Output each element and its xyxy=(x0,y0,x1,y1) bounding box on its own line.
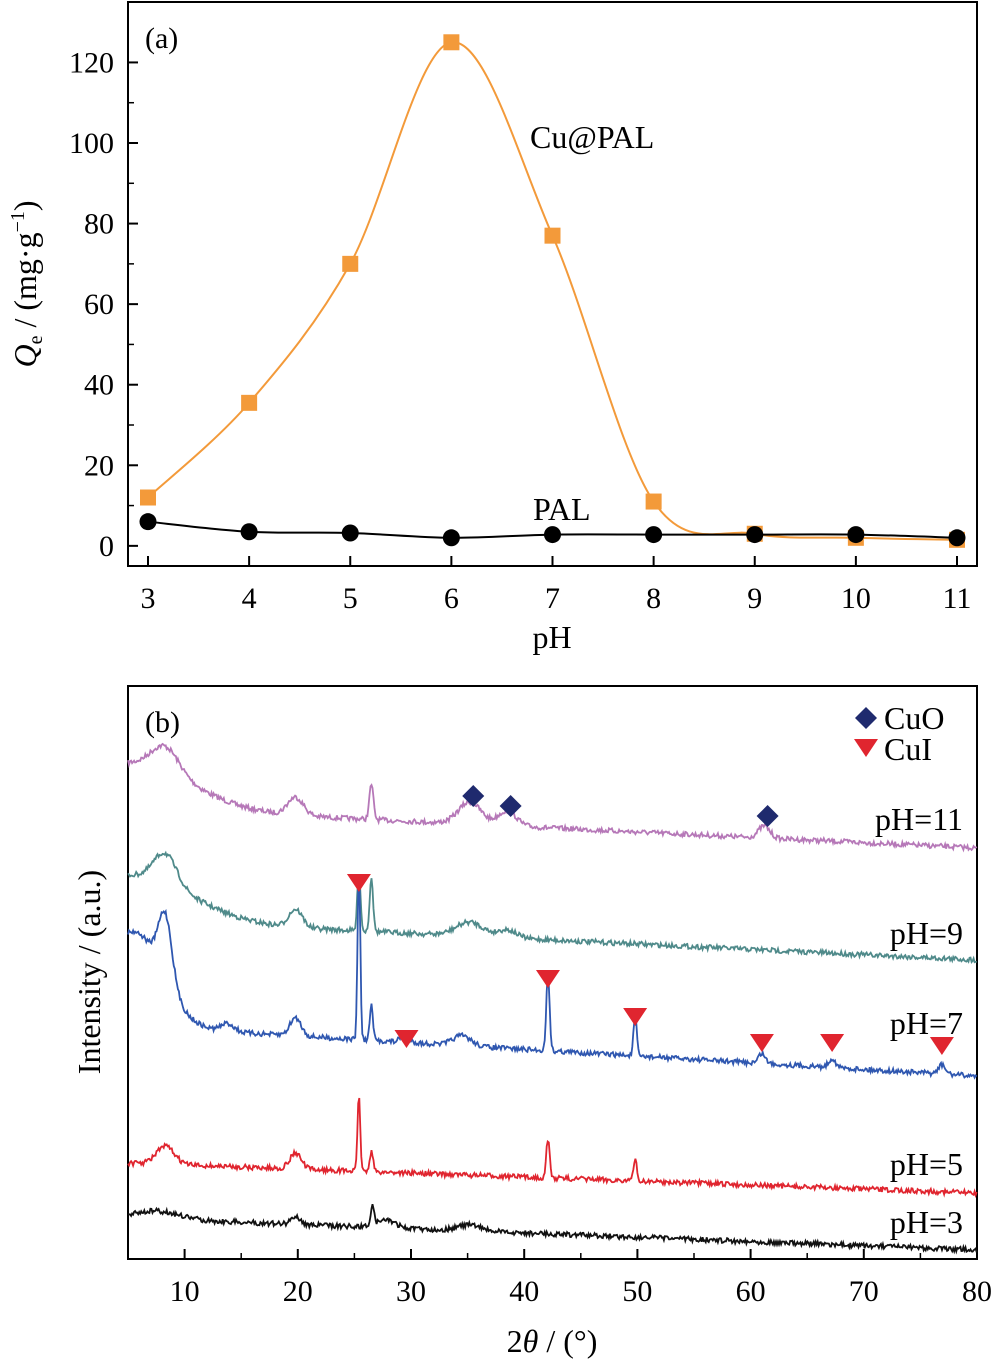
y-tick-label: 20 xyxy=(84,449,114,482)
data-point-pal xyxy=(341,524,359,542)
data-point-pal xyxy=(746,526,764,544)
panel-b-trace-labels: pH=11 pH=9 pH=7 pH=5 pH=3 xyxy=(875,801,963,1240)
x-tick-label: 6 xyxy=(444,582,459,615)
panel-b-frame xyxy=(127,685,978,1260)
panel-b-x-ticks: 10 20 30 40 50 60 70 80 xyxy=(170,1249,992,1308)
x-tick-label: 3 xyxy=(141,582,156,615)
panel-b-peak-markers xyxy=(346,707,954,1055)
xrd-trace-ph-3 xyxy=(127,1204,978,1255)
x-label-pre: 2 xyxy=(507,1323,523,1359)
x-tick-label: 20 xyxy=(283,1275,313,1308)
x-label-theta: θ xyxy=(523,1323,539,1359)
cui-peak-marker xyxy=(346,874,371,892)
y-label-subscript: e xyxy=(25,335,47,344)
x-tick-label: 5 xyxy=(343,582,358,615)
x-tick-label: 11 xyxy=(943,582,972,615)
x-tick-label: 40 xyxy=(509,1275,539,1308)
data-point-pal xyxy=(645,526,663,544)
panel-a-frame xyxy=(127,1,978,567)
xrd-trace-ph-9 xyxy=(127,850,977,965)
panel-a-x-ticks: 3 4 5 6 7 8 9 10 11 xyxy=(141,556,972,615)
x-tick-label: 60 xyxy=(736,1275,766,1308)
legend-cui-label: CuI xyxy=(884,731,932,767)
data-point-pal xyxy=(948,529,966,547)
y-tick-label: 120 xyxy=(69,46,114,79)
y-label-close: ) xyxy=(7,200,43,211)
data-point-cu-pal xyxy=(241,394,258,411)
series-label-cu-pal: Cu@PAL xyxy=(530,119,654,155)
data-point-pal xyxy=(544,526,561,544)
panel-a-series xyxy=(139,34,966,548)
cui-peak-marker xyxy=(929,1037,954,1055)
trace-label: pH=9 xyxy=(890,915,963,951)
panel-b-traces xyxy=(127,742,978,1255)
panel-a-x-axis-label: pH xyxy=(532,619,571,655)
data-point-cu-pal xyxy=(645,493,662,510)
panel-a-label: (a) xyxy=(145,22,178,55)
y-tick-label: 60 xyxy=(84,288,114,321)
panel-a: (a) 0 20 40 60 80 100 120 3 4 5 6 7 8 9 10 11 pH Qe / … xyxy=(7,1,978,655)
data-point-cu-pal xyxy=(443,34,460,51)
data-point-pal xyxy=(847,526,865,544)
x-tick-label: 10 xyxy=(170,1275,200,1308)
cui-peak-marker xyxy=(820,1034,845,1052)
xrd-trace-ph-7 xyxy=(127,875,978,1080)
cui-peak-marker xyxy=(623,1008,648,1026)
trace-label: pH=5 xyxy=(890,1146,963,1182)
y-tick-label: 80 xyxy=(84,208,114,241)
panel-a-y-axis-label: Qe / (mg·g−1) xyxy=(7,200,47,367)
series-label-pal: PAL xyxy=(533,491,591,527)
cuo-peak-marker xyxy=(756,805,779,827)
cui-peak-marker xyxy=(749,1034,774,1052)
y-label-rest: / (mg·g xyxy=(7,232,43,335)
y-label-superscript: −1 xyxy=(7,211,29,232)
data-point-pal xyxy=(442,529,460,547)
panel-b-x-axis-label: 2θ / (°) xyxy=(507,1323,598,1359)
data-point-cu-pal xyxy=(342,255,359,272)
x-tick-label: 8 xyxy=(646,582,661,615)
legend-cuo-marker xyxy=(855,707,877,729)
trace-label: pH=7 xyxy=(890,1005,963,1041)
series-line-0 xyxy=(147,41,958,541)
x-tick-label: 80 xyxy=(962,1275,992,1308)
xrd-trace-ph-5 xyxy=(127,1097,978,1199)
x-tick-label: 50 xyxy=(622,1275,652,1308)
x-tick-label: 7 xyxy=(545,582,560,615)
y-tick-label: 40 xyxy=(84,369,114,402)
x-tick-label: 70 xyxy=(849,1275,879,1308)
x-tick-label: 10 xyxy=(841,582,871,615)
x-tick-label: 9 xyxy=(747,582,762,615)
cuo-peak-marker xyxy=(462,785,485,807)
xrd-trace-ph-11 xyxy=(127,742,978,853)
data-point-pal xyxy=(139,513,157,531)
x-label-post: / (°) xyxy=(538,1323,597,1359)
x-tick-label: 30 xyxy=(396,1275,426,1308)
cui-peak-marker xyxy=(535,970,560,988)
x-tick-label: 4 xyxy=(242,582,257,615)
legend-cuo-label: CuO xyxy=(884,700,944,736)
data-point-cu-pal xyxy=(140,489,156,506)
panel-b-y-axis-label: Intensity / (a.u.) xyxy=(71,870,107,1074)
cui-peak-marker xyxy=(394,1030,419,1048)
panel-b-label: (b) xyxy=(145,706,180,739)
trace-label: pH=11 xyxy=(875,801,963,837)
cuo-peak-marker xyxy=(499,795,522,817)
legend-cui-marker xyxy=(854,739,878,757)
y-tick-label: 0 xyxy=(99,530,114,563)
panel-a-y-ticks: 0 20 40 60 80 100 120 xyxy=(69,46,138,563)
data-point-pal xyxy=(240,523,258,541)
trace-label: pH=3 xyxy=(890,1204,963,1240)
y-label-symbol: Q xyxy=(7,344,43,367)
y-tick-label: 100 xyxy=(69,127,114,160)
data-point-cu-pal xyxy=(544,227,561,244)
